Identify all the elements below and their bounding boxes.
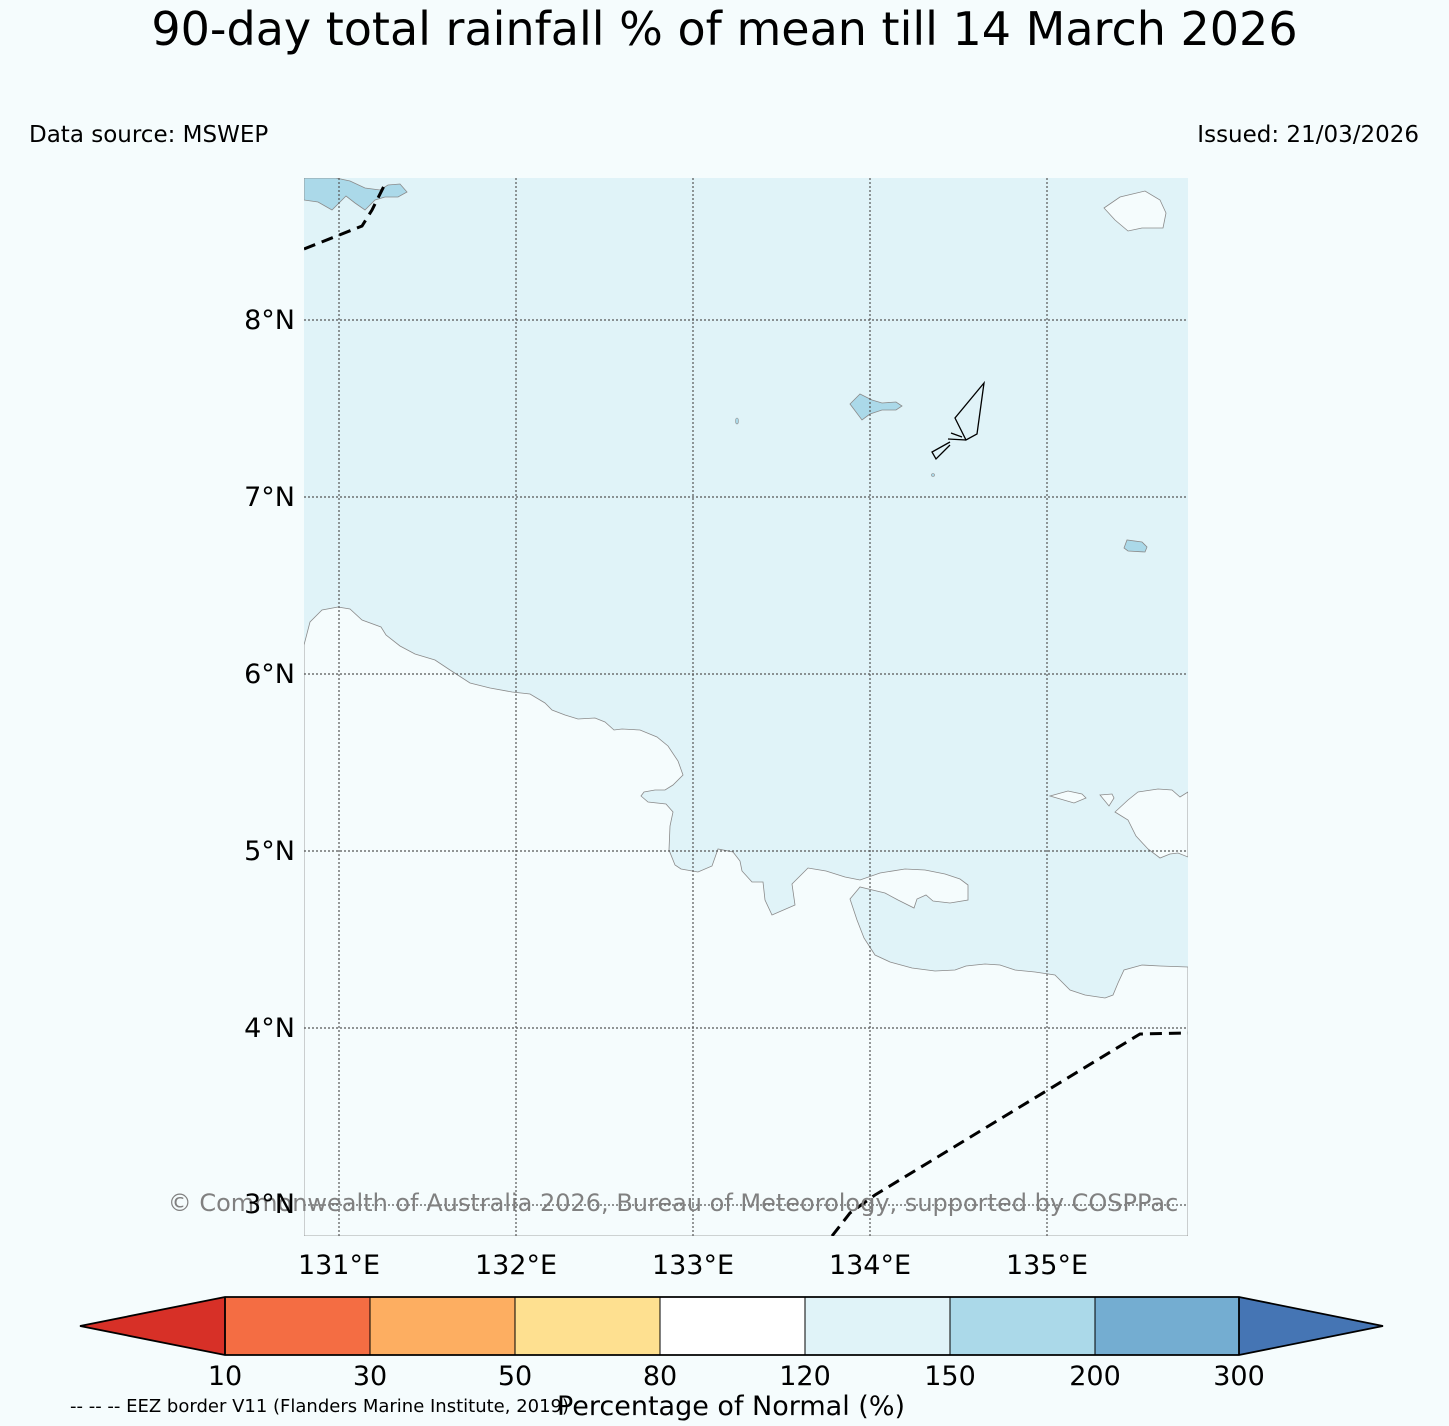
colorbar-tick-50: 50	[498, 1361, 532, 1392]
map-area	[304, 178, 1188, 1236]
northeast-island	[1103, 190, 1167, 232]
lat-label-7n: 7°N	[244, 482, 295, 513]
colorbar-150-200	[950, 1297, 1095, 1355]
east-wet-island	[1123, 539, 1148, 553]
lat-label-3n: 3°N	[244, 1189, 295, 1220]
colorbar-10-30	[225, 1297, 370, 1355]
lon-label-133e: 133°E	[652, 1250, 734, 1281]
colorbar-title: Percentage of Normal (%)	[557, 1391, 905, 1422]
small-island-east-b	[1099, 793, 1115, 807]
colorbar-below-10	[80, 1297, 225, 1355]
colorbar-tick-150: 150	[924, 1361, 976, 1392]
atoll-outline	[931, 380, 985, 461]
colorbar-above-300	[1239, 1297, 1383, 1355]
colorbar-200-300	[1095, 1297, 1239, 1355]
eez-border-north	[304, 181, 388, 251]
colorbar-30-50	[370, 1297, 515, 1355]
colorbar-50-80	[515, 1297, 660, 1355]
data-source-label: Data source: MSWEP	[29, 122, 269, 148]
colorbar-tick-30: 30	[353, 1361, 387, 1392]
central-wet-island	[849, 393, 903, 421]
northwest-wet-coast	[304, 178, 408, 211]
lon-label-132e: 132°E	[475, 1250, 557, 1281]
lat-label-6n: 6°N	[244, 659, 295, 690]
lon-label-135e: 135°E	[1006, 1250, 1088, 1281]
colorbar: 10 30 50 80 120 150 200 300 Percentage o…	[79, 1296, 1384, 1422]
map-title: 90-day total rainfall % of mean till 14 …	[151, 2, 1298, 56]
east-coast-island	[1114, 788, 1188, 859]
lon-label-131e: 131°E	[298, 1250, 380, 1281]
mainland-landmass	[304, 606, 1188, 1236]
colorbar-120-150	[805, 1297, 950, 1355]
tiny-islet-2	[931, 473, 935, 477]
lat-label-5n: 5°N	[244, 836, 295, 867]
colorbar-tick-10: 10	[208, 1361, 242, 1392]
small-island-east-a	[1048, 790, 1087, 804]
colorbar-outline	[79, 1296, 1384, 1356]
eez-border-note: -- -- -- EEZ border V11 (Flanders Marine…	[70, 1396, 569, 1417]
colorbar-tick-300: 300	[1213, 1361, 1265, 1392]
tiny-islet	[735, 417, 739, 425]
eez-border-south	[830, 1031, 1188, 1236]
copyright-notice: © Commonwealth of Australia 2026, Bureau…	[168, 1189, 1179, 1217]
lon-label-134e: 134°E	[829, 1250, 911, 1281]
lat-label-4n: 4°N	[244, 1013, 295, 1044]
lat-label-8n: 8°N	[244, 305, 295, 336]
gridlines	[304, 178, 1188, 1236]
issued-date-label: Issued: 21/03/2026	[1197, 122, 1419, 148]
colorbar-tick-120: 120	[779, 1361, 831, 1392]
colorbar-80-120	[660, 1297, 805, 1355]
colorbar-tick-200: 200	[1069, 1361, 1121, 1392]
colorbar-tick-80: 80	[643, 1361, 677, 1392]
